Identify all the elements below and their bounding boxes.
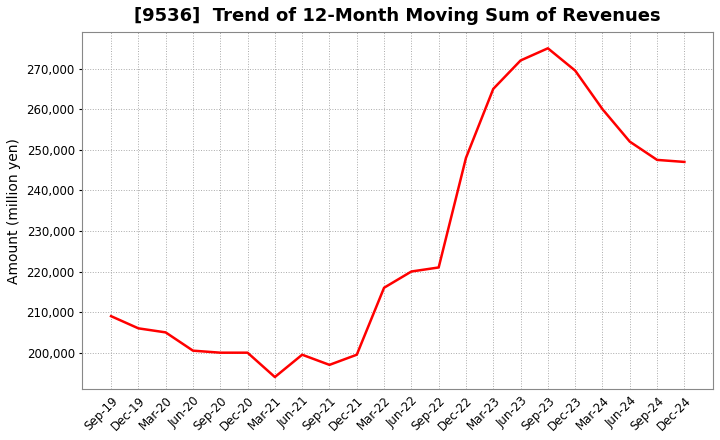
Y-axis label: Amount (million yen): Amount (million yen) <box>7 138 21 283</box>
Title: [9536]  Trend of 12-Month Moving Sum of Revenues: [9536] Trend of 12-Month Moving Sum of R… <box>135 7 661 25</box>
